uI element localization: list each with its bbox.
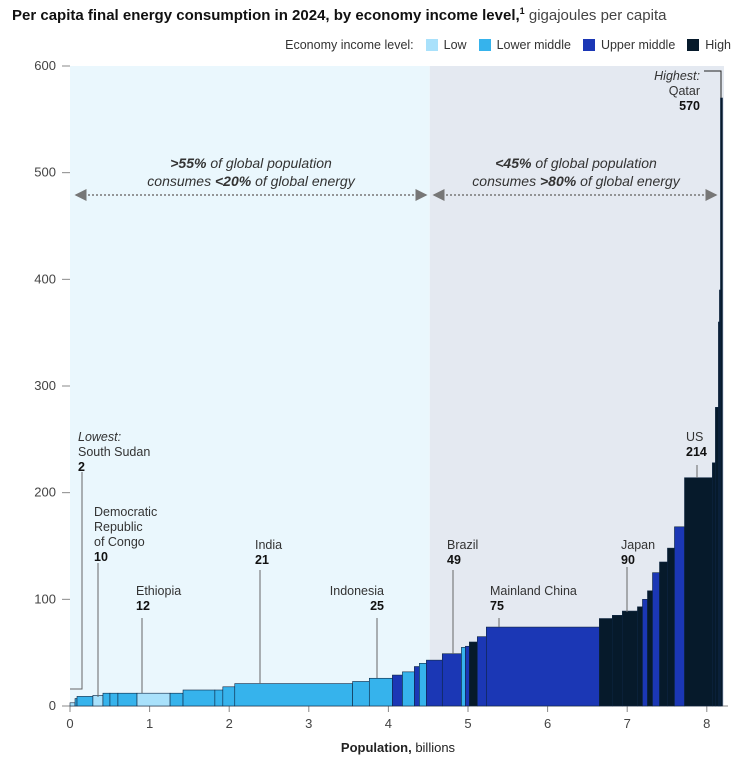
bar-high xyxy=(659,561,668,707)
bar-lower xyxy=(214,689,224,707)
bar-high xyxy=(637,606,643,707)
x-tick-label: 8 xyxy=(703,716,710,731)
value-china: 75 xyxy=(490,599,504,613)
bar-low xyxy=(69,702,76,707)
x-tick-label: 7 xyxy=(624,716,631,731)
bar-upper xyxy=(642,599,648,707)
callout-left-line1: >55% of global population xyxy=(170,155,332,171)
bar-lower xyxy=(352,681,370,707)
bar-lower xyxy=(109,692,119,707)
leader-qatar xyxy=(704,70,722,98)
x-tick-label: 2 xyxy=(226,716,233,731)
bar-upper xyxy=(477,636,487,707)
value-indonesia: 25 xyxy=(370,599,384,613)
callout-right-line1: <45% of global population xyxy=(495,155,657,171)
y-tick-label: 300 xyxy=(34,378,56,393)
bar-lower xyxy=(182,689,216,707)
bar-lower xyxy=(461,647,466,707)
value-india: 21 xyxy=(255,553,269,567)
y-tick-label: 200 xyxy=(34,485,56,500)
legend-lower-middle: Lower middle xyxy=(496,38,571,52)
y-tick-label: 600 xyxy=(34,58,56,73)
y-tick-label: 500 xyxy=(34,165,56,180)
bar-lower xyxy=(117,692,138,707)
bar-lower xyxy=(419,663,427,707)
bar-lower xyxy=(169,692,184,707)
bar-upper xyxy=(652,572,660,707)
label-highest-prefix: Highest: xyxy=(654,69,700,83)
bar-lower xyxy=(76,696,94,707)
legend-swatch-lower-middle xyxy=(478,39,491,51)
bar-lower xyxy=(234,683,353,707)
label-brazil: Brazil xyxy=(447,538,478,552)
value-us: 214 xyxy=(686,445,707,459)
legend-upper-middle: Upper middle xyxy=(600,38,676,52)
y-tick-label: 100 xyxy=(34,591,56,606)
bar-upper xyxy=(465,645,470,707)
x-tick-label: 1 xyxy=(146,716,153,731)
bar-lower xyxy=(222,686,236,707)
x-axis-title: Population, billions xyxy=(341,740,456,755)
bar-high xyxy=(712,462,716,707)
legend-label: Economy income level: xyxy=(285,38,414,52)
legend-low: Low xyxy=(443,38,467,52)
label-drc-1: Democratic xyxy=(94,505,157,519)
y-tick-label: 0 xyxy=(49,698,56,713)
legend-swatch-low xyxy=(425,39,438,51)
label-us: US xyxy=(686,430,703,444)
value-ethiopia: 12 xyxy=(136,599,150,613)
label-india: India xyxy=(255,538,282,552)
value-drc: 10 xyxy=(94,550,108,564)
bar-upper xyxy=(414,666,420,707)
label-ethiopia: Ethiopia xyxy=(136,584,181,598)
bar-high xyxy=(715,407,719,707)
label-qatar: Qatar xyxy=(669,84,700,98)
bar-high xyxy=(684,477,713,707)
legend-swatch-upper-middle xyxy=(582,39,595,51)
bar-upper xyxy=(441,653,462,707)
bar-high xyxy=(647,590,653,707)
bar-lower xyxy=(402,671,415,707)
bar-lower xyxy=(368,677,393,707)
bar-high xyxy=(667,547,675,707)
bar-high xyxy=(622,610,638,707)
y-tick-label: 400 xyxy=(34,271,56,286)
value-qatar: 570 xyxy=(679,99,700,113)
x-tick-label: 6 xyxy=(544,716,551,731)
panel-left-background xyxy=(70,66,430,706)
label-lowest-prefix: Lowest: xyxy=(78,430,121,444)
value-south-sudan: 2 xyxy=(78,460,85,474)
x-tick-label: 5 xyxy=(464,716,471,731)
x-tick-label: 3 xyxy=(305,716,312,731)
callout-left-line2: consumes <20% of global energy xyxy=(147,173,355,189)
legend-swatch-high xyxy=(687,39,700,51)
bar-high xyxy=(469,641,478,707)
bar-upper xyxy=(486,626,600,707)
legend-high: High xyxy=(705,38,731,52)
x-tick-label: 0 xyxy=(66,716,73,731)
chart-title: Per capita final energy consumption in 2… xyxy=(12,6,667,24)
leader-south-sudan xyxy=(70,472,83,690)
value-brazil: 49 xyxy=(447,553,461,567)
label-drc-3: of Congo xyxy=(94,535,145,549)
bar-high xyxy=(612,615,623,707)
bar-upper xyxy=(392,674,403,707)
bar-low xyxy=(136,692,171,707)
legend: Economy income level: Low Lower middle U… xyxy=(285,38,731,52)
bar-upper xyxy=(674,526,685,707)
bar-high xyxy=(599,618,613,707)
x-tick-label: 4 xyxy=(385,716,392,731)
bar-lower xyxy=(102,692,111,707)
label-china: Mainland China xyxy=(490,584,577,598)
label-japan: Japan xyxy=(621,538,655,552)
label-drc-2: Republic xyxy=(94,520,143,534)
bar-upper xyxy=(426,659,443,707)
label-indonesia: Indonesia xyxy=(330,584,384,598)
bar-high xyxy=(720,97,723,707)
label-south-sudan: South Sudan xyxy=(78,445,150,459)
value-japan: 90 xyxy=(621,553,635,567)
callout-right-line2: consumes >80% of global energy xyxy=(472,173,680,189)
